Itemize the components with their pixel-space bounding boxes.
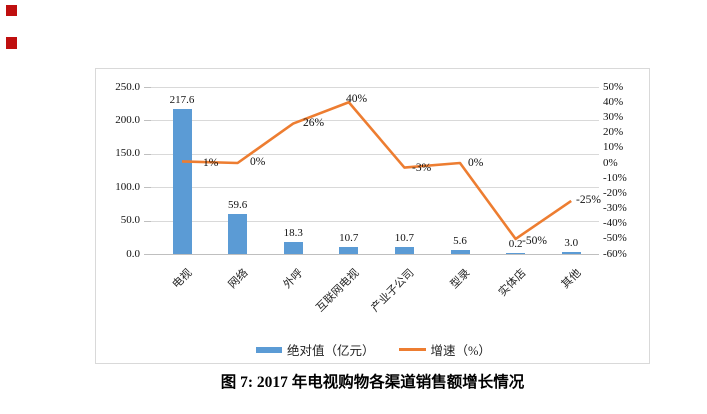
bar-0 [172,108,192,254]
gridline [151,87,599,88]
bar-6 [506,253,526,254]
left-axis-tick-label: 250.0 [115,80,140,93]
figure-caption: 图 7: 2017 年电视购物各渠道销售额增长情况 [220,374,525,391]
bar-1 [228,214,248,254]
right-axis-tick-label: -50% [603,232,627,245]
gridline [151,220,599,222]
bar-4 [394,246,414,254]
left-axis-tick-label: 200.0 [115,113,140,126]
growth-line-path [181,100,572,241]
bar-2 [283,241,303,254]
bar-3 [339,246,359,254]
bar-data-label: 5.6 [453,235,467,248]
right-axis-tick-label: 20% [603,126,624,139]
legend-line-swatch-icon [398,348,426,351]
line-data-label: -50% [522,235,547,247]
line-data-label: -3% [412,162,432,174]
gridline [151,153,599,155]
y-axis-tick [144,254,151,255]
line-data-label: 1% [203,157,219,169]
bar-data-label: 217.6 [169,93,195,106]
left-axis-tick-label: 50.0 [120,214,140,227]
red-bullet-marker [6,5,17,16]
line-data-label: 26% [303,117,325,129]
gridline [151,187,599,189]
legend-label-bars: 绝对值（亿元） [287,344,375,358]
growth-line-series [181,100,572,241]
bar-data-label: 0.2 [508,238,523,250]
bar-data-label: 3.0 [564,236,579,249]
right-axis-tick-label: -60% [603,247,627,260]
right-axis-tick-label: 30% [603,110,624,123]
bar-data-label: 59.6 [227,199,248,212]
y-axis-tick [144,153,151,155]
legend-bar-swatch-icon [256,346,282,353]
y-axis-tick [144,87,151,88]
chart-frame: 绝对值（亿元） 增速（%） 250.0 200.0 150.0 100.0 50.0 0.… [95,68,650,364]
left-axis-tick-label: 100.0 [115,180,140,193]
right-axis-tick-label: 10% [603,141,624,154]
right-axis-tick-label: -20% [603,186,627,199]
bar-data-label: 18.3 [283,226,303,239]
right-axis-tick-label: 50% [603,80,624,93]
bar-7 [561,251,581,254]
y-axis-tick [144,120,151,122]
right-axis-tick-label: -10% [603,171,627,184]
line-data-label: 40% [346,93,368,105]
bar-5 [450,250,470,254]
y-axis-tick [144,187,151,189]
chart-legend: 绝对值（亿元） 增速（%） [256,340,491,359]
x-axis-line [151,254,599,255]
legend-label-line: 增速（%） [430,344,491,358]
right-axis-tick-label: 0% [603,156,618,169]
line-data-label: -25% [576,194,601,206]
red-bullet-marker [6,37,17,49]
right-axis-tick-label: -30% [603,202,627,215]
left-axis-tick-label: 0.0 [126,247,140,260]
right-axis-tick-label: -40% [603,217,627,230]
line-data-label: 0% [468,157,484,169]
bar-data-label: 10.7 [394,231,415,244]
gridline [151,120,599,122]
bar-data-label: 10.7 [339,231,359,244]
line-data-label: 0% [250,156,266,168]
y-axis-tick [144,220,151,222]
left-axis-tick-label: 150.0 [115,147,140,160]
right-axis-tick-label: 40% [603,95,624,108]
